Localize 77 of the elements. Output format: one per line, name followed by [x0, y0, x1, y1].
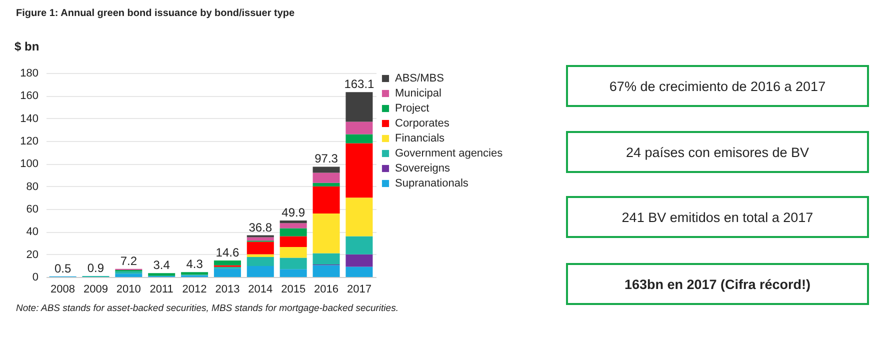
y-tick-label: 100	[20, 158, 38, 170]
x-tick-label: 2009	[83, 284, 108, 296]
y-tick-label: 0	[32, 272, 38, 284]
x-tick-label: 2010	[116, 284, 141, 296]
total-label: 14.6	[216, 245, 240, 260]
bar	[346, 92, 373, 122]
bar	[346, 134, 373, 144]
bar	[312, 186, 340, 214]
x-tick-label: 2011	[150, 284, 174, 296]
bar	[280, 269, 307, 277]
x-tick-label: 2013	[215, 284, 240, 296]
bar	[312, 172, 340, 183]
legend-label: Corporates	[395, 118, 450, 130]
bar	[280, 236, 307, 247]
text-box: 24 países con emisores de BV	[566, 131, 869, 173]
bar	[312, 182, 340, 186]
bar	[312, 265, 340, 277]
x-tick-label: 2012	[182, 284, 207, 296]
bar	[246, 254, 274, 257]
x-tick-label: 2014	[248, 284, 273, 296]
total-label: 4.3	[186, 257, 204, 272]
x-tick-label: 2008	[50, 284, 76, 296]
bar	[346, 122, 373, 134]
bar	[115, 274, 142, 277]
x-tick-label: 2015	[281, 284, 306, 296]
text-box: 163bn en 2017 (Cifra récord!)	[566, 263, 869, 305]
bar	[280, 228, 307, 236]
legend-label: Supranationals	[395, 178, 469, 190]
bar	[214, 260, 241, 266]
bar	[312, 214, 340, 254]
total-label: 49.9	[282, 205, 306, 220]
total-label: 0.5	[54, 261, 72, 276]
bar	[246, 237, 274, 241]
legend-label: Sovereigns	[395, 162, 451, 174]
y-tick-label: 140	[20, 112, 38, 125]
bar	[280, 220, 307, 224]
total-label: 163.1	[344, 77, 375, 92]
bar	[280, 246, 307, 258]
total-label: 7.2	[120, 254, 138, 268]
legend-label: Government agencies	[395, 148, 504, 160]
y-tick-label: 180	[20, 68, 38, 80]
bar	[246, 256, 274, 266]
chart-title: Figure 1: Annual green bond issuance by bond/issuer type	[16, 8, 296, 19]
total-label: 36.8	[248, 220, 272, 234]
bar	[246, 242, 274, 254]
y-tick-label: 120	[20, 136, 38, 148]
bar	[346, 143, 373, 198]
bar	[246, 266, 274, 277]
total-label: 0.9	[87, 260, 104, 275]
legend-label: Municipal	[395, 88, 442, 100]
legend-label: ABS/MBS	[395, 72, 444, 84]
bar	[312, 166, 340, 173]
total-label: 3.4	[153, 258, 170, 272]
bar	[280, 258, 307, 270]
y-tick-label: 40	[26, 226, 38, 238]
bar	[312, 253, 340, 265]
text: Note: ABS stands for asset-backed securities, MBS stands for mortgage-backed securities.	[16, 302, 400, 315]
x-tick-label: 2017	[346, 284, 372, 296]
y-tick-label: 20	[26, 248, 38, 261]
x-tick-label: 2016	[314, 284, 339, 296]
legend-label: Financials	[395, 132, 446, 144]
bar	[346, 198, 373, 236]
total-label: 97.3	[314, 152, 338, 166]
legend-label: Project	[395, 102, 430, 114]
bar	[346, 266, 373, 277]
y-axis-title: $ bn	[14, 40, 40, 54]
y-tick-label: 80	[26, 180, 38, 193]
text-box: 67% de crecimiento de 2016 a 2017	[566, 65, 869, 107]
bar	[346, 236, 373, 254]
bar	[148, 273, 176, 276]
y-tick-label: 60	[26, 204, 38, 216]
text-box: 241 BV emitidos en total a 2017	[566, 196, 869, 238]
bar	[346, 254, 373, 267]
y-tick-label: 160	[20, 90, 38, 102]
bar	[214, 268, 241, 277]
bar	[181, 272, 208, 275]
bar	[280, 223, 307, 228]
